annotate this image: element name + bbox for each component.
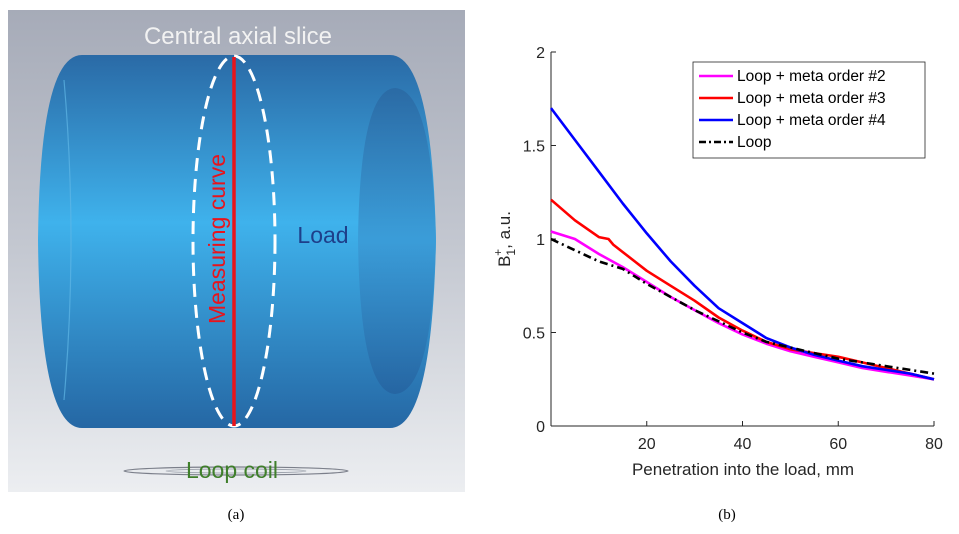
y-tick-label: 2	[536, 45, 545, 62]
loop-coil-label: Loop coil	[186, 457, 278, 483]
series-line-4	[550, 237, 935, 375]
y-tick-label: 1.5	[523, 139, 545, 156]
legend-label-4: Loop	[737, 134, 771, 151]
load-label: Load	[297, 222, 348, 248]
panel-a-caption: (a)	[228, 507, 245, 523]
y-axis-label-sub: 1	[504, 249, 518, 256]
load-cylinder	[38, 55, 436, 428]
panel-a: Central axial slice Measuring curve Load…	[8, 10, 465, 523]
measuring-curve-label: Measuring curve	[204, 154, 230, 324]
x-tick-label: 20	[638, 436, 656, 453]
x-axis-label: Penetration into the load, mm	[632, 460, 854, 479]
loop-coil-inner	[165, 468, 307, 474]
y-axis-label-rest: , a.u.	[495, 211, 514, 249]
series-lines	[549, 107, 935, 381]
legend-label-3: Loop + meta order #4	[737, 112, 886, 129]
panel-b-caption: (b)	[718, 507, 736, 523]
central-axial-slice-label: Central axial slice	[144, 23, 332, 50]
x-tick-label: 60	[829, 436, 847, 453]
y-tick-label: 1	[536, 232, 545, 249]
legend-label-1: Loop + meta order #2	[737, 68, 886, 85]
loop-coil-ring	[123, 466, 349, 476]
y-axis-label-main: B	[495, 256, 514, 267]
series-line-3	[549, 107, 935, 381]
cylinder-edge-highlight	[63, 79, 72, 401]
x-ticks: 20 40 60 80	[638, 421, 943, 453]
cylinder-end-cap	[358, 88, 436, 394]
panel-b: 00.511.52 20 40 60 80 B1+, a.u. Penetration…	[491, 45, 943, 523]
series-line-2	[550, 198, 935, 381]
y-axis-label-sup: +	[491, 249, 505, 256]
x-tick-label: 80	[925, 436, 943, 453]
y-axis-label: B1+, a.u.	[491, 211, 518, 267]
x-tick-label: 40	[734, 436, 752, 453]
y-ticks: 0 0.5 1 1.5 2	[523, 45, 556, 436]
y-tick-label: 0	[536, 419, 545, 436]
series-line-1	[550, 230, 935, 381]
legend-label-2: Loop + meta order #3	[737, 90, 886, 107]
y-tick-label: 0.5	[523, 326, 545, 343]
legend: Loop + meta order #2 Loop + meta order #3…	[692, 61, 926, 159]
